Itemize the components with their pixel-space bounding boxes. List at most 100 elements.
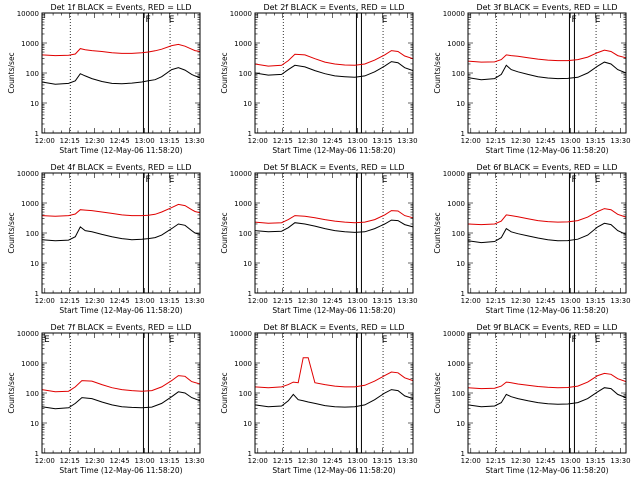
x-tick-label: 13:00 [347, 457, 367, 465]
x-tick-label: 12:30 [511, 137, 531, 145]
x-tick-label: 12:45 [323, 457, 343, 465]
y-tick-label: 1 [461, 130, 465, 138]
events-series [467, 222, 627, 244]
x-tick-label: 12:00 [35, 457, 55, 465]
y-tick-label: 10 [243, 100, 252, 108]
events-series [41, 67, 201, 85]
x-tick-label: 13:15 [372, 297, 392, 305]
lld-series [467, 49, 627, 63]
y-tick-label: 100 [452, 230, 465, 238]
x-tick-label: 13:00 [560, 457, 580, 465]
x-tick-label: 12:30 [85, 457, 105, 465]
panel-title: Det 3f BLACK = Events, RED = LLD [476, 3, 617, 12]
y-tick-label: 10000 [443, 330, 465, 338]
lld-series [254, 210, 414, 224]
events-series [254, 389, 414, 408]
x-tick-label: 12:15 [60, 457, 80, 465]
x-axis-label: Start Time (12-May-06 11:58:20) [59, 466, 182, 475]
x-tick-label: 12:45 [110, 457, 130, 465]
y-tick-label: 10000 [17, 170, 39, 178]
x-tick-label: 12:30 [85, 297, 105, 305]
x-tick-label: 12:00 [461, 137, 481, 145]
x-tick-label: 13:15 [372, 457, 392, 465]
y-tick-label: 1000 [447, 360, 465, 368]
y-tick-label: 1 [35, 290, 39, 298]
x-tick-label: 13:30 [610, 137, 630, 145]
y-axis-label: Counts/sec [220, 212, 229, 253]
y-tick-label: 10 [243, 420, 252, 428]
plot-frame [467, 172, 627, 294]
x-tick-label: 12:30 [511, 457, 531, 465]
x-tick-label: 13:00 [347, 137, 367, 145]
y-axis-label: Counts/sec [7, 52, 16, 93]
events-series [41, 391, 201, 410]
y-tick-label: 10 [30, 100, 39, 108]
x-tick-label: 12:45 [110, 137, 130, 145]
y-axis-label: Counts/sec [7, 212, 16, 253]
panel-det-9f: Det 9f BLACK = Events, RED = LLD 1 10 100 10… [433, 323, 631, 475]
y-tick-label: 1 [461, 290, 465, 298]
y-axis-label: Counts/sec [220, 52, 229, 93]
plot-frame [41, 12, 201, 134]
x-tick-label: 12:30 [298, 297, 318, 305]
y-tick-label: 10000 [443, 170, 465, 178]
x-tick-label: 12:45 [323, 137, 343, 145]
y-tick-label: 1000 [21, 200, 39, 208]
x-tick-label: 12:15 [60, 297, 80, 305]
events-series [254, 219, 414, 233]
x-tick-label: 12:30 [298, 457, 318, 465]
x-tick-label: 12:00 [248, 457, 268, 465]
x-tick-label: 13:30 [397, 137, 417, 145]
lld-series [41, 43, 201, 57]
panel-det-8f: Det 8f BLACK = Events, RED = LLD 1 10 100 10… [220, 323, 418, 475]
y-tick-label: 10 [30, 260, 39, 268]
y-axis-label: Counts/sec [433, 52, 442, 93]
plot-frame [254, 12, 414, 134]
x-tick-label: 13:30 [397, 297, 417, 305]
x-tick-label: 13:00 [134, 457, 154, 465]
y-tick-label: 10 [456, 420, 465, 428]
panel-det-4f: Det 4f BLACK = Events, RED = LLD 1 10 100 10… [7, 163, 205, 315]
x-tick-label: 12:45 [110, 297, 130, 305]
x-axis-label: Start Time (12-May-06 11:58:20) [272, 466, 395, 475]
panel-title: Det 8f BLACK = Events, RED = LLD [263, 323, 404, 332]
x-tick-label: 13:15 [585, 457, 605, 465]
panel-det-7f: Det 7f BLACK = Events, RED = LLD 1 10 100 10… [7, 323, 205, 475]
marker-letter: E [595, 15, 601, 25]
x-tick-label: 13:00 [134, 297, 154, 305]
y-tick-label: 100 [452, 70, 465, 78]
panel-title: Det 6f BLACK = Events, RED = LLD [476, 163, 617, 172]
x-axis-label: Start Time (12-May-06 11:58:20) [59, 306, 182, 315]
y-tick-label: 1 [461, 450, 465, 458]
panel-det-5f: Det 5f BLACK = Events, RED = LLD 1 10 100 10… [220, 163, 418, 315]
x-tick-label: 12:15 [60, 137, 80, 145]
x-tick-label: 12:00 [461, 297, 481, 305]
x-axis-label: Start Time (12-May-06 11:58:20) [485, 306, 608, 315]
lld-series [254, 50, 414, 67]
y-tick-label: 1 [248, 290, 252, 298]
events-series [467, 387, 627, 408]
y-tick-label: 1000 [234, 360, 252, 368]
x-tick-label: 13:00 [560, 137, 580, 145]
marker-letter: F [571, 175, 576, 185]
x-tick-label: 13:30 [184, 137, 204, 145]
events-series [254, 61, 414, 78]
x-axis-label: Start Time (12-May-06 11:58:20) [485, 466, 608, 475]
y-tick-label: 10000 [230, 170, 252, 178]
x-tick-label: 12:30 [85, 137, 105, 145]
x-tick-label: 13:30 [397, 457, 417, 465]
marker-letter: E [44, 335, 50, 345]
panel-title: Det 4f BLACK = Events, RED = LLD [50, 163, 191, 172]
y-tick-label: 10 [456, 100, 465, 108]
x-tick-label: 13:15 [159, 297, 179, 305]
x-tick-label: 12:45 [536, 137, 556, 145]
x-tick-label: 13:30 [610, 297, 630, 305]
lld-series [467, 372, 627, 390]
y-tick-label: 10000 [443, 10, 465, 18]
y-tick-label: 10 [456, 260, 465, 268]
marker-letter: E [382, 335, 388, 345]
marker-letter: F [571, 15, 576, 25]
y-tick-label: 1 [248, 130, 252, 138]
panel-title: Det 7f BLACK = Events, RED = LLD [50, 323, 191, 332]
x-tick-label: 12:15 [486, 457, 506, 465]
